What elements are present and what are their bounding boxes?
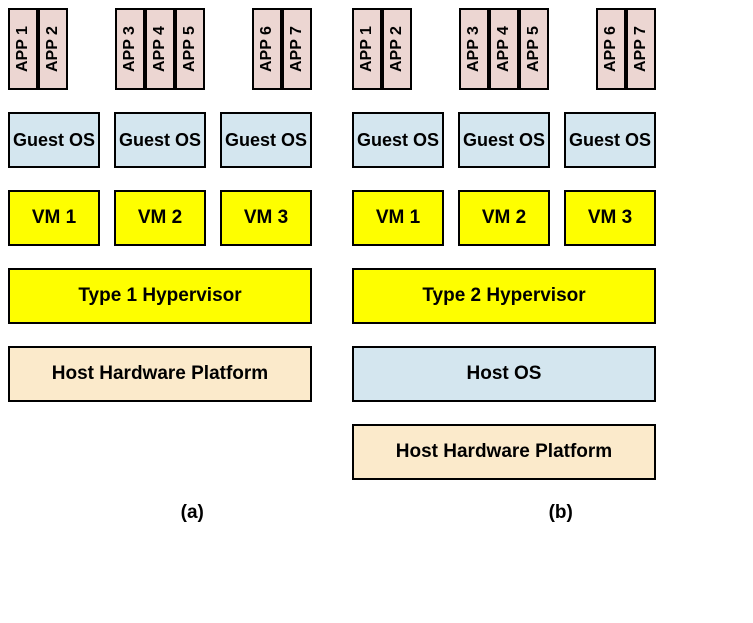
- app-box: APP 5: [519, 8, 549, 90]
- app-box: APP 5: [175, 8, 205, 90]
- app-box: APP 2: [38, 8, 68, 90]
- guest-os-box: Guest OS: [564, 112, 656, 168]
- vm-box: VM 2: [458, 190, 550, 246]
- type1-vm-row: VM 1 VM 2 VM 3: [8, 190, 312, 246]
- vm-box: VM 2: [114, 190, 206, 246]
- type1-app-group-3: APP 6 APP 7: [252, 8, 312, 90]
- type1-app-group-2: APP 3 APP 4 APP 5: [115, 8, 205, 90]
- guest-os-box: Guest OS: [8, 112, 100, 168]
- type1-host-hw-box: Host Hardware Platform: [8, 346, 312, 402]
- type1-app-group-1: APP 1 APP 2: [8, 8, 68, 90]
- caption-a: (a): [8, 502, 377, 524]
- app-box: APP 6: [596, 8, 626, 90]
- type1-apps-row: APP 1 APP 2 APP 3 APP 4 APP 5 APP 6 APP …: [8, 8, 312, 90]
- guest-os-box: Guest OS: [458, 112, 550, 168]
- type2-stack: APP 1 APP 2 APP 3 APP 4 APP 5 APP 6 APP …: [352, 8, 656, 480]
- guest-os-box: Guest OS: [352, 112, 444, 168]
- app-box: APP 3: [115, 8, 145, 90]
- type2-guestos-row: Guest OS Guest OS Guest OS: [352, 112, 656, 168]
- vm-box: VM 3: [564, 190, 656, 246]
- app-box: APP 7: [282, 8, 312, 90]
- type2-app-group-3: APP 6 APP 7: [596, 8, 656, 90]
- vm-box: VM 1: [8, 190, 100, 246]
- type2-vm-row: VM 1 VM 2 VM 3: [352, 190, 656, 246]
- app-box: APP 3: [459, 8, 489, 90]
- caption-b: (b): [377, 502, 746, 524]
- app-box: APP 2: [382, 8, 412, 90]
- type1-guestos-row: Guest OS Guest OS Guest OS: [8, 112, 312, 168]
- type1-stack: APP 1 APP 2 APP 3 APP 4 APP 5 APP 6 APP …: [8, 8, 312, 480]
- type2-hypervisor-box: Type 2 Hypervisor: [352, 268, 656, 324]
- vm-box: VM 3: [220, 190, 312, 246]
- type2-app-group-1: APP 1 APP 2: [352, 8, 412, 90]
- type2-host-hw-box: Host Hardware Platform: [352, 424, 656, 480]
- vm-box: VM 1: [352, 190, 444, 246]
- diagram-container: APP 1 APP 2 APP 3 APP 4 APP 5 APP 6 APP …: [8, 8, 745, 480]
- guest-os-box: Guest OS: [220, 112, 312, 168]
- app-box: APP 7: [626, 8, 656, 90]
- app-box: APP 4: [145, 8, 175, 90]
- type2-apps-row: APP 1 APP 2 APP 3 APP 4 APP 5 APP 6 APP …: [352, 8, 656, 90]
- type2-host-os-box: Host OS: [352, 346, 656, 402]
- app-box: APP 6: [252, 8, 282, 90]
- guest-os-box: Guest OS: [114, 112, 206, 168]
- app-box: APP 4: [489, 8, 519, 90]
- app-box: APP 1: [8, 8, 38, 90]
- app-box: APP 1: [352, 8, 382, 90]
- caption-row: (a) (b): [8, 502, 745, 524]
- type1-hypervisor-box: Type 1 Hypervisor: [8, 268, 312, 324]
- type2-app-group-2: APP 3 APP 4 APP 5: [459, 8, 549, 90]
